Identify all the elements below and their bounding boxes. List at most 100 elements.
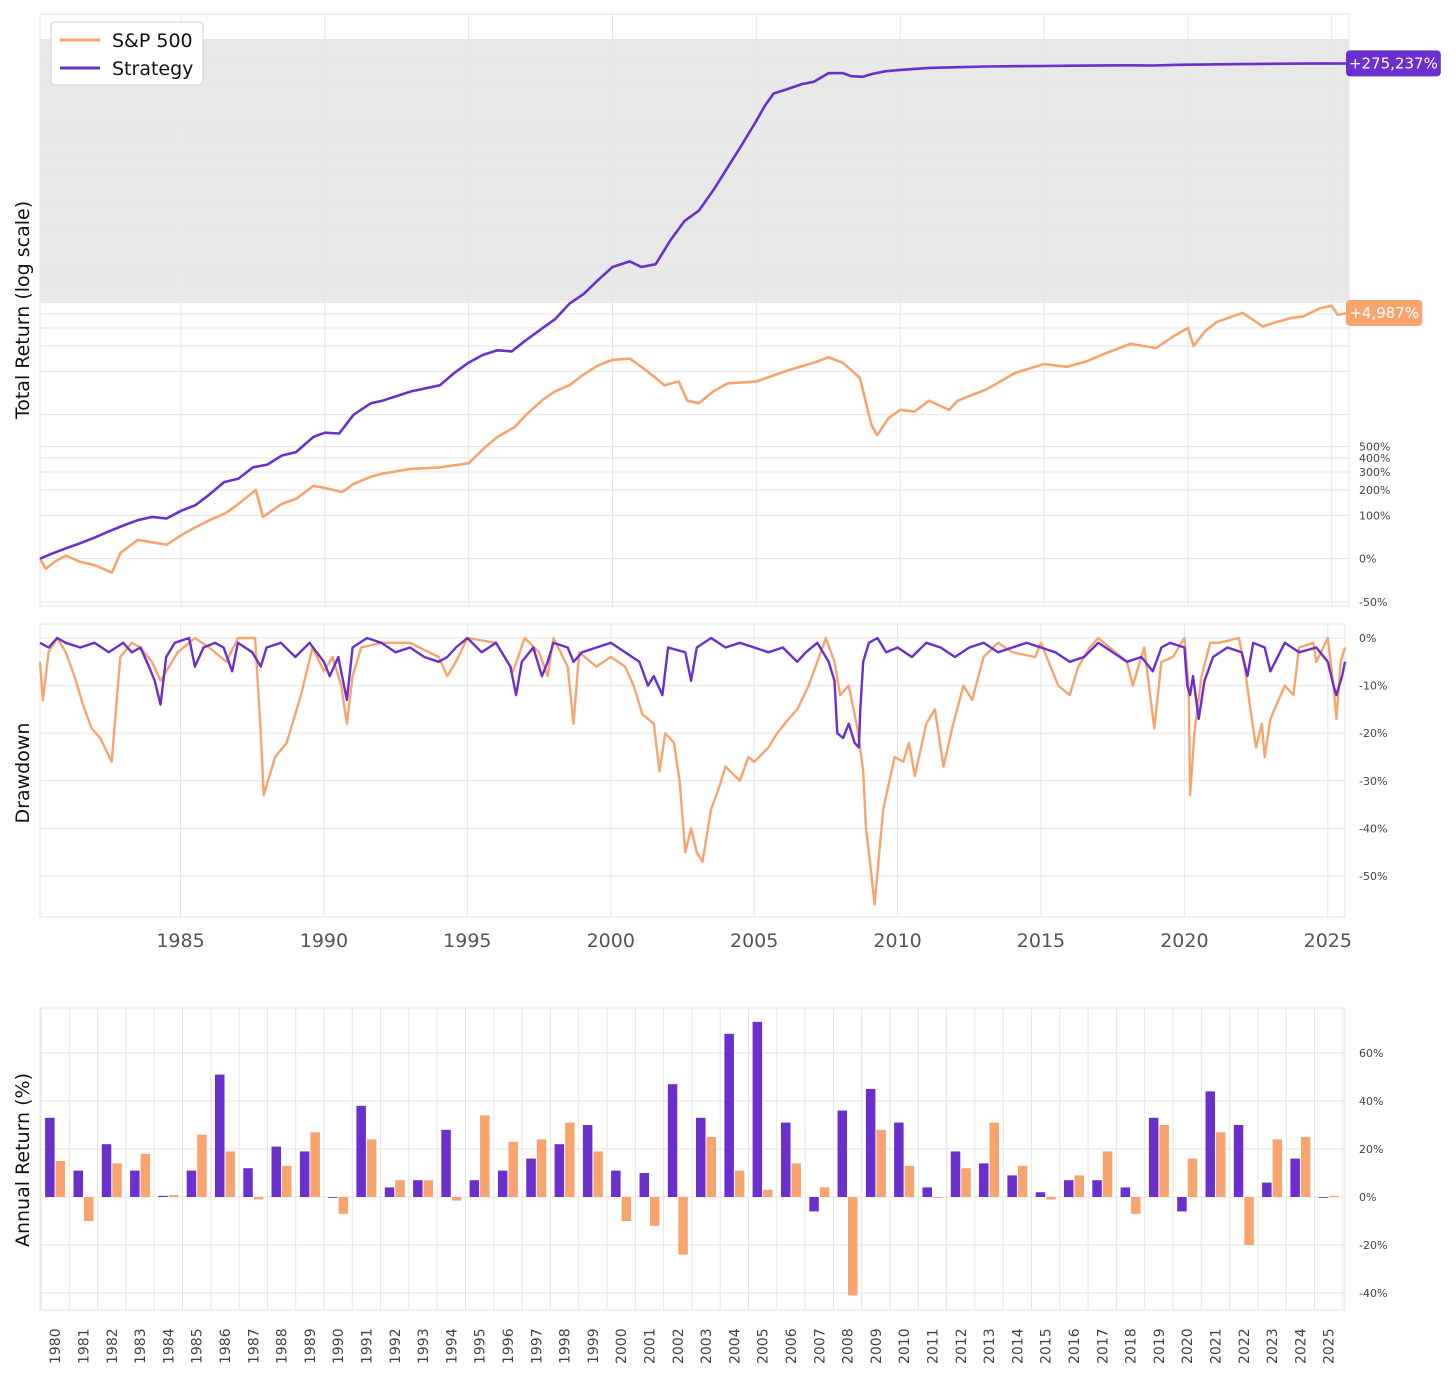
annual-return-bar-sp500: [253, 1197, 264, 1200]
annual-return-bar-strategy: [328, 1197, 338, 1198]
annual-return-bar-sp500: [819, 1187, 830, 1197]
annual-return-year-label: 2004: [727, 1328, 743, 1364]
annual-return-bar-strategy: [1064, 1180, 1074, 1197]
annual-return-bar-strategy: [752, 1021, 763, 1197]
drawdown-panel: Drawdown 0% -10% -20% -30% -40% -50% 1985 1990 1…: [12, 623, 1387, 952]
annual-return-bar-sp500: [989, 1122, 999, 1197]
drawdown-tick-label: -30%: [1359, 775, 1387, 788]
annual-return-year-label: 2023: [1265, 1328, 1281, 1364]
annual-return-bar-strategy: [384, 1187, 395, 1197]
annual-return-year-label: 2021: [1208, 1328, 1224, 1364]
annual-return-bar-sp500: [876, 1129, 886, 1197]
annual-return-bar-strategy: [186, 1170, 197, 1197]
annual-return-year-label: 1992: [388, 1328, 404, 1364]
annual-return-bar-strategy: [894, 1122, 904, 1197]
total-return-tick-label: 100%: [1359, 509, 1390, 522]
annual-return-tick-label: 60%: [1359, 1047, 1383, 1060]
annual-return-tick-label: -40%: [1359, 1287, 1387, 1300]
annual-return-bar-strategy: [497, 1170, 508, 1197]
annual-return-bar-strategy: [45, 1117, 55, 1197]
annual-return-year-label: 2013: [982, 1328, 998, 1364]
annual-return-bar-sp500: [593, 1151, 603, 1197]
total-return-tick-label: 300%: [1359, 466, 1390, 479]
annual-return-bar-sp500: [1244, 1197, 1254, 1245]
drawdown-line-strategy: [39, 636, 1347, 749]
annual-return-year-label: 2006: [784, 1328, 800, 1364]
annual-return-bar-sp500: [1074, 1175, 1084, 1197]
total-return-y-axis-label: Total Return (log scale): [12, 201, 34, 420]
annual-return-y-axis-label: Annual Return (%): [12, 1073, 34, 1247]
annual-return-bar-strategy: [696, 1117, 706, 1197]
annual-return-bar-strategy: [1120, 1187, 1131, 1197]
annual-return-year-label: 1987: [246, 1328, 262, 1364]
annual-return-year-label: 1996: [501, 1328, 517, 1364]
annual-return-bar-sp500: [366, 1139, 377, 1197]
total-return-tick-label: -50%: [1359, 596, 1387, 609]
annual-return-year-label: 2000: [614, 1328, 630, 1364]
annual-return-year-label: 1984: [161, 1328, 177, 1364]
annual-return-year-label: 1995: [473, 1328, 489, 1364]
drawdown-tick-label: -10%: [1359, 680, 1387, 693]
annual-return-bar-sp500: [1272, 1139, 1283, 1197]
annual-return-year-label: 2007: [812, 1328, 828, 1364]
annual-return-bar-sp500: [112, 1163, 122, 1197]
annual-return-year-label: 2005: [756, 1328, 772, 1364]
drawdown-tick-label: -50%: [1359, 870, 1387, 883]
annual-return-bar-sp500: [763, 1189, 773, 1197]
year-axis-tick-label: 2025: [1304, 930, 1352, 952]
total-return-tick-label: 200%: [1359, 484, 1390, 497]
annual-return-bar-sp500: [1017, 1165, 1028, 1197]
annual-return-bar-sp500: [1300, 1137, 1311, 1197]
annual-return-bar-strategy: [1262, 1182, 1272, 1197]
annual-return-bar-strategy: [582, 1125, 593, 1197]
annual-return-bar-sp500: [621, 1197, 632, 1221]
annual-return-bar-strategy: [554, 1144, 565, 1197]
annual-return-year-label: 1994: [444, 1328, 460, 1364]
annual-return-bar-strategy: [356, 1105, 366, 1197]
annual-return-tick-label: 20%: [1359, 1143, 1383, 1156]
annual-return-year-label: 1998: [558, 1328, 574, 1364]
total-return-line-sp500: [38, 304, 1350, 574]
annual-return-bar-strategy: [526, 1158, 536, 1197]
annual-return-bar-sp500: [480, 1115, 490, 1197]
annual-return-bar-strategy: [441, 1129, 451, 1197]
annual-return-bar-strategy: [1205, 1091, 1215, 1197]
end-value-label-sp500: +4,987%: [1349, 304, 1419, 322]
annual-return-bar-sp500: [933, 1197, 943, 1198]
total-return-tick-label: 500%: [1359, 441, 1390, 454]
annual-return-bar-strategy: [469, 1180, 480, 1197]
annual-return-year-label: 2019: [1152, 1328, 1168, 1364]
annual-return-tick-label: 40%: [1359, 1095, 1383, 1108]
legend-label-strategy: Strategy: [112, 58, 193, 80]
annual-return-bar-strategy: [837, 1110, 847, 1197]
annual-return-year-label: 2011: [925, 1328, 941, 1364]
drawdown-tick-label: 0%: [1359, 632, 1376, 645]
annual-return-year-label: 2008: [841, 1328, 857, 1364]
annual-return-bar-strategy: [1318, 1197, 1329, 1198]
annual-return-bar-strategy: [1092, 1180, 1102, 1197]
annual-return-year-label: 2016: [1067, 1328, 1083, 1364]
annual-return-bar-strategy: [667, 1084, 678, 1197]
total-return-tick-label: 400%: [1359, 452, 1390, 465]
annual-return-bar-strategy: [922, 1187, 932, 1197]
annual-return-year-label: 1999: [586, 1328, 602, 1364]
total-return-panel: Total Return (log scale) 500%400%300% 200…: [12, 13, 1441, 609]
annual-return-year-label: 2015: [1039, 1328, 1055, 1364]
year-axis-tick-label: 2010: [873, 930, 921, 952]
annual-return-year-label: 2001: [642, 1328, 658, 1364]
annual-return-year-label: 2022: [1237, 1328, 1253, 1364]
annual-return-bar-sp500: [168, 1195, 179, 1197]
annual-return-bar-sp500: [565, 1122, 575, 1197]
annual-return-bar-sp500: [1102, 1151, 1113, 1197]
total-return-tick-label: 0%: [1359, 553, 1376, 566]
end-value-badge-sp500: [1346, 299, 1423, 326]
annual-return-bar-sp500: [451, 1197, 462, 1201]
annual-return-bar-sp500: [84, 1197, 94, 1221]
annual-return-year-label: 1988: [275, 1328, 291, 1364]
annual-return-bar-sp500: [197, 1134, 207, 1197]
annual-return-bar-strategy: [1177, 1197, 1187, 1212]
annual-return-bar-strategy: [979, 1163, 989, 1197]
annual-return-bar-strategy: [413, 1180, 423, 1197]
annual-return-bar-sp500: [1187, 1158, 1198, 1197]
